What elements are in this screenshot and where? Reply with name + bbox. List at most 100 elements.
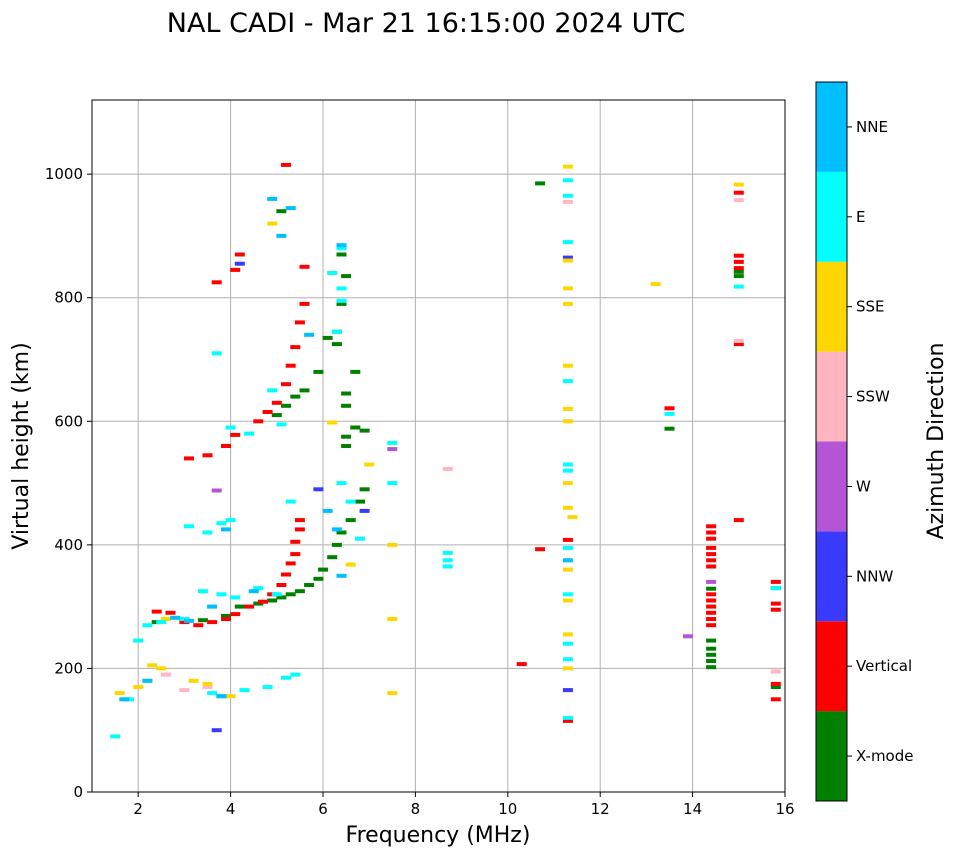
echo-point-x-mode (770, 685, 781, 689)
echo-point-e (355, 536, 365, 541)
echo-point-vertical (290, 552, 301, 557)
echo-point-nnw (562, 255, 573, 260)
echo-point-vertical (234, 252, 245, 257)
echo-point-x-mode (350, 369, 361, 374)
echo-point-e (133, 638, 144, 643)
echo-point-vertical (184, 456, 194, 461)
echo-point-x-mode (733, 269, 744, 274)
echo-point-x-mode (276, 595, 287, 600)
echo-point-x-mode (341, 274, 352, 279)
colorbar-segment (816, 171, 847, 262)
echo-point-nne (285, 206, 296, 211)
echo-point-sse (327, 420, 338, 425)
echo-point-x-mode (341, 434, 352, 439)
echo-point-nne (331, 527, 342, 532)
echo-point-e (271, 592, 282, 597)
echo-point-e (336, 246, 347, 251)
echo-point-ssw (202, 685, 213, 689)
echo-point-e (285, 499, 296, 504)
echo-point-e (211, 351, 222, 356)
echo-point-sse (345, 562, 356, 567)
colorbar-tick-label: Vertical (856, 657, 912, 675)
echo-point-sse (733, 182, 744, 187)
colorbar-tick-label: E (856, 208, 865, 226)
echo-point-sse (567, 515, 578, 520)
echo-point-e (442, 550, 453, 555)
echo-point-x-mode (706, 659, 717, 663)
echo-point-vertical (276, 583, 287, 587)
echo-point-vertical (230, 267, 241, 272)
echo-point-vertical (706, 564, 717, 569)
echo-point-vertical (706, 552, 717, 557)
echo-point-w (211, 488, 222, 493)
echo-point-e (216, 521, 227, 526)
x-tick-label: 10 (498, 800, 517, 818)
echo-point-sse (202, 681, 213, 686)
echo-point-e (276, 422, 287, 427)
echo-point-sse (562, 598, 573, 603)
echo-point-sse (562, 363, 573, 368)
colorbar-segment (816, 621, 847, 712)
echo-point-e (202, 530, 213, 535)
echo-point-vertical (706, 617, 717, 621)
echo-point-e (281, 675, 291, 680)
y-axis-label: Virtual height (km) (9, 342, 34, 549)
echo-point-x-mode (313, 576, 324, 581)
echo-point-sse (387, 691, 398, 696)
echo-point-e (336, 298, 347, 303)
echo-point-sse (562, 567, 573, 572)
echo-point-ssw (733, 339, 744, 343)
echo-point-e (562, 592, 573, 597)
echo-point-vertical (770, 697, 781, 702)
echo-point-sse (364, 462, 375, 467)
echo-point-sse (188, 678, 199, 683)
echo-point-nnw (359, 508, 370, 513)
echo-point-w (387, 447, 398, 452)
colorbar-tick-label: W (856, 477, 871, 495)
colorbar-segment (816, 351, 847, 442)
echo-point-x-mode (299, 388, 310, 393)
echo-point-x-mode (271, 413, 282, 418)
x-tick-label: 14 (683, 800, 702, 818)
echo-point-x-mode (294, 589, 305, 594)
grid-lines (92, 100, 786, 793)
echo-point-vertical (294, 518, 305, 523)
echo-point-vertical (733, 266, 744, 271)
echo-point-e (562, 193, 573, 198)
colorbar-segment (816, 82, 847, 172)
echo-point-nne (322, 508, 333, 513)
y-tick-label: 800 (54, 289, 83, 307)
echo-point-x-mode (331, 342, 342, 347)
echo-point-vertical (299, 301, 310, 306)
echo-point-vertical (257, 599, 268, 604)
echo-point-e (216, 592, 227, 597)
echo-point-e (345, 499, 356, 504)
echo-point-sse (133, 685, 144, 689)
echo-point-vertical (281, 382, 291, 387)
echo-point-e (336, 481, 347, 486)
echo-point-sse (267, 221, 278, 226)
echo-point-nne (336, 243, 347, 248)
echo-point-x-mode (281, 403, 291, 408)
echo-point-vertical (706, 536, 717, 541)
x-axis-ticks: 2 4 6 8 10 12 14 16 (133, 792, 795, 818)
echo-point-e (562, 715, 573, 720)
echo-point-x-mode (327, 555, 338, 560)
echo-point-sse (562, 258, 573, 263)
echo-point-vertical (706, 558, 717, 563)
echo-point-sse (114, 691, 125, 696)
echo-point-x-mode (706, 646, 717, 651)
echo-point-vertical (706, 545, 717, 550)
echo-point-sse (387, 617, 398, 621)
echo-point-nne (207, 604, 218, 609)
echo-point-x-mode (221, 613, 231, 618)
echo-point-nne (119, 697, 130, 702)
echo-point-nnw (211, 728, 222, 733)
echo-point-vertical (271, 400, 282, 405)
echo-point-vertical (562, 718, 573, 723)
echo-point-x-mode (706, 665, 717, 670)
echo-point-sse (562, 505, 573, 510)
echo-point-e (225, 518, 236, 523)
colorbar-label: Azimuth Direction (924, 342, 949, 539)
colorbar-segment (816, 711, 847, 802)
